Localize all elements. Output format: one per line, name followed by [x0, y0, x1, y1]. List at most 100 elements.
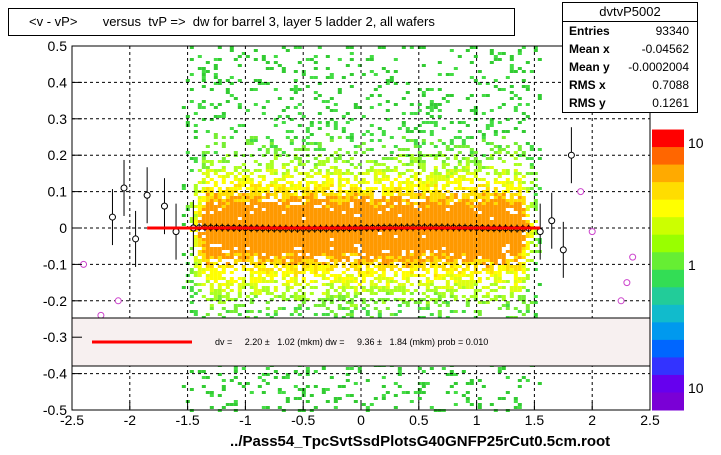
heat-cell [245, 208, 250, 211]
heat-cell [197, 265, 202, 268]
heat-cell [193, 184, 198, 187]
heat-cell [313, 199, 318, 202]
heat-cell [257, 235, 262, 238]
heat-cell [333, 124, 338, 127]
heat-cell [241, 277, 246, 280]
heat-cell [321, 163, 326, 166]
heat-cell [269, 214, 274, 217]
heat-cell [325, 133, 330, 136]
heat-cell [241, 250, 246, 253]
heat-cell [497, 277, 502, 280]
heat-cell [429, 232, 434, 235]
heat-cell [257, 184, 262, 187]
heat-cell [293, 274, 298, 277]
heat-cell [441, 256, 446, 259]
heat-cell [305, 187, 310, 190]
heat-cell [377, 178, 382, 181]
heat-cell [261, 220, 266, 223]
heat-cell [193, 271, 198, 274]
heat-cell [221, 268, 226, 271]
heat-cell [257, 253, 262, 256]
heat-cell [437, 211, 442, 214]
heat-cell [429, 253, 434, 256]
heat-cell [269, 223, 274, 226]
heat-cell [245, 193, 250, 196]
heat-cell [237, 256, 242, 259]
heat-cell [209, 220, 214, 223]
heat-cell [209, 232, 214, 235]
heat-cell [233, 262, 238, 265]
heat-cell [249, 280, 254, 283]
heat-cell [449, 292, 454, 295]
heat-cell [225, 283, 230, 286]
heat-cell [421, 154, 426, 157]
heat-cell [501, 199, 506, 202]
heat-cell [325, 292, 330, 295]
heat-cell [373, 283, 378, 286]
heat-cell [269, 220, 274, 223]
heat-cell [257, 196, 262, 199]
heat-cell [333, 196, 338, 199]
heat-cell [345, 313, 350, 316]
heat-cell [401, 235, 406, 238]
heat-cell [341, 244, 346, 247]
heat-cell [361, 115, 366, 118]
heat-cell [521, 181, 526, 184]
heat-cell [249, 241, 254, 244]
heat-cell [289, 205, 294, 208]
heat-cell [273, 217, 278, 220]
y-tick-label: 0.3 [48, 111, 68, 127]
heat-cell [217, 232, 222, 235]
heat-cell [449, 139, 454, 142]
heat-cell [313, 157, 318, 160]
heat-cell [409, 265, 414, 268]
heat-cell [305, 238, 310, 241]
heat-cell [245, 223, 250, 226]
heat-cell [501, 181, 506, 184]
heat-cell [441, 175, 446, 178]
heat-cell [273, 247, 278, 250]
heat-cell [513, 247, 518, 250]
heat-cell [285, 238, 290, 241]
heat-cell [321, 301, 326, 304]
heat-cell [313, 250, 318, 253]
heat-cell [381, 172, 386, 175]
heat-cell [301, 202, 306, 205]
heat-cell [249, 202, 254, 205]
heat-cell [321, 265, 326, 268]
color-scale-band [652, 217, 684, 236]
heat-cell [285, 217, 290, 220]
color-scale-band [652, 112, 684, 131]
heat-cell [425, 199, 430, 202]
heat-cell [269, 217, 274, 220]
heat-cell [501, 253, 506, 256]
heat-cell [361, 229, 366, 232]
heat-cell [381, 286, 386, 289]
heat-cell [205, 274, 210, 277]
heat-cell [325, 157, 330, 160]
heat-cell [413, 178, 418, 181]
heat-cell [369, 214, 374, 217]
heat-cell [513, 109, 518, 112]
heat-cell [517, 145, 522, 148]
heat-cell [253, 136, 258, 139]
heat-cell [429, 133, 434, 136]
color-scale-band [652, 339, 684, 358]
heat-cell [449, 265, 454, 268]
heat-cell [261, 280, 266, 283]
heat-cell [453, 244, 458, 247]
heat-cell [337, 91, 342, 94]
heat-cell [441, 217, 446, 220]
heat-cell [325, 277, 330, 280]
heat-cell [209, 187, 214, 190]
heat-cell [309, 220, 314, 223]
heat-cell [493, 208, 498, 211]
heat-cell [305, 247, 310, 250]
heat-cell [277, 241, 282, 244]
heat-cell [341, 232, 346, 235]
heat-cell [293, 268, 298, 271]
heat-cell [321, 253, 326, 256]
heat-cell [277, 259, 282, 262]
heat-cell [497, 244, 502, 247]
heat-cell [321, 262, 326, 265]
